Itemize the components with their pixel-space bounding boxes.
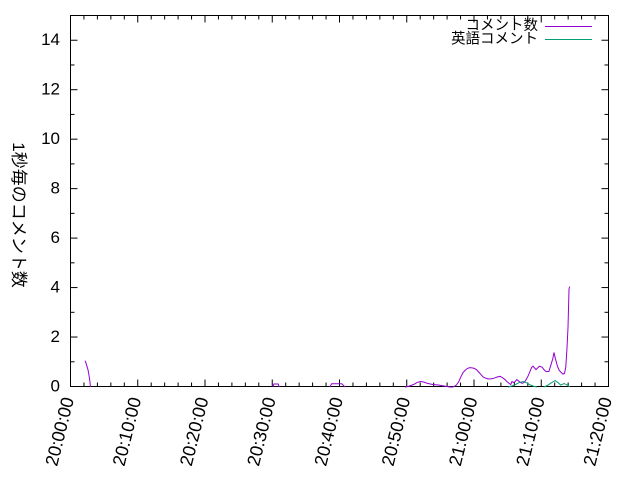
svg-text:6: 6 xyxy=(51,228,60,247)
svg-text:2: 2 xyxy=(51,327,60,346)
svg-text:14: 14 xyxy=(41,30,60,49)
svg-text:8: 8 xyxy=(51,179,60,198)
svg-text:0: 0 xyxy=(51,377,60,396)
svg-text:英語コメント: 英語コメント xyxy=(451,30,538,48)
svg-text:12: 12 xyxy=(41,80,60,99)
svg-text:4: 4 xyxy=(51,278,60,297)
svg-text:10: 10 xyxy=(41,129,60,148)
svg-text:1秒毎のコメント数: 1秒毎のコメント数 xyxy=(9,142,28,287)
